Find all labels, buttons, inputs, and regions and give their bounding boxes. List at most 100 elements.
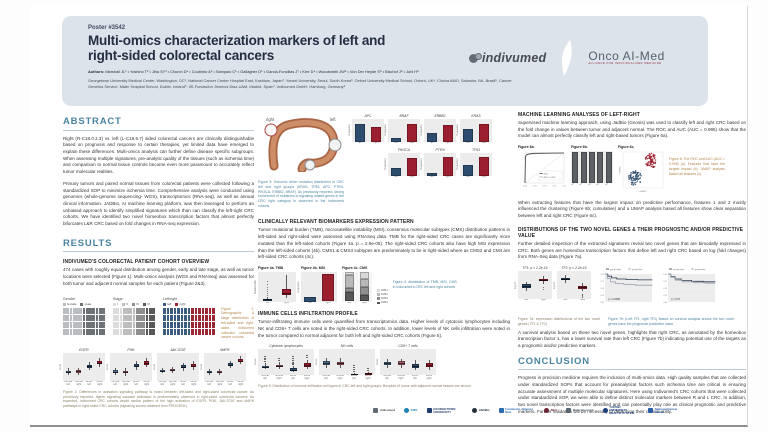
colon-label-right: right [266,117,275,122]
immune-text: Tumor-infiltrating immune cells were qua… [258,319,510,338]
figure4-caption: Figure 4: distribution of TMB, MSI, CMS … [392,280,457,289]
indivumed-logo-icon [469,52,482,64]
svg-text:group=high: group=high [673,268,685,271]
partner-logo-icon [602,408,608,414]
survival-text: A survival analysis based on these two n… [518,329,746,349]
onco-aimed-logo-text: Onco AI-Med [588,48,665,63]
partner-logo-text: NCC [550,408,558,413]
figure1-caption: Figure 1: Demographic & stage distributi… [221,306,254,340]
abstract-paragraph-1: Right (R-C18.0.2.3) vs. left (L-C18.6.7)… [63,135,254,175]
authors-line: Authors: Marshall JL¹ • Yoshino T² • Jih… [88,69,508,74]
svg-text:p = 0.0088: p = 0.0088 [608,298,620,301]
partner-logo-icon [498,408,504,414]
partner-logo-text: Mater Hospital [572,408,594,413]
svg-text:0.50: 0.50 [663,288,667,290]
svg-text:0.75: 0.75 [600,281,604,283]
biomarkers-subheading: CLINICALLY RELEVANT BIOMARKERS EXPRESSIO… [258,219,414,226]
partner-logo-jadbio: JADBio [472,408,490,414]
partner-logo-national-cancer-center: National Cancer Center [648,406,685,414]
colon-callout-left-icon [328,138,342,152]
svg-text:AUC = 0.995: AUC = 0.995 [544,175,557,178]
partner-logo-ncc: NCC [544,408,558,414]
partner-logo-text: GEORGETOWN UNIVERSITY [433,406,456,414]
figure4c-title: Figure 4c. CMS [342,266,368,270]
svg-text:UMAP1: UMAP1 [639,190,647,193]
partner-logo-indivumed: indivumed [373,408,395,414]
svg-text:0.50: 0.50 [600,288,604,290]
partner-logo-icon [373,408,379,414]
abstract-heading: ABSTRACT [63,116,254,131]
figure7b-km-curve-tf1: group=high group=low 1.00 0.75 0.50 0.25 0.00 p… [596,266,654,315]
ml-text: Supervised machine learning approach, us… [518,120,746,139]
svg-text:0.00: 0.00 [600,302,604,304]
novel-genes-subheading: DISTRIBUTIONS OF THE TWO NOVEL GENES & T… [518,226,744,239]
onco-aimed-tagline: ALLIANCE FOR INDIVIDUALIZED MEDICINE [588,62,662,66]
figure6a-title: Figure 6a. [518,145,535,150]
figure2-pathway-boxplots: EGFR score normal left normal right tumor le… [58,347,246,386]
svg-text:0.00: 0.00 [523,185,528,187]
indivumed-logo-text: indivumed [482,51,547,65]
figure6c-umap-scatter: UMAP1 UMAP2 [618,151,664,198]
figure4b-msi-bars: Frequency left right [297,271,337,305]
svg-text:group=low: group=low [695,268,706,271]
ml-subheading: MACHINE LEARNING ANALYSES OF LEFT-RIGHT [518,112,640,118]
results-heading: RESULTS [63,238,254,253]
affiliations: Georgetown University Medical Center, Wa… [88,78,512,89]
colon-label-left: left [330,117,336,122]
svg-text:0.25: 0.25 [663,295,667,297]
partner-logos-row: indivumed AMO GEORGETOWN UNIVERSITY JADBio F… [326,405,732,416]
figure7b-caption: Figure 7b: (Left TF1, right TF2) Based o… [608,316,734,326]
figure5-immune-boxplots: Cytotoxic lymphocytes Score normal left nor… [254,344,510,381]
authors-list: Marshall JL¹ • Yoshino T² • Jiha SY³ • C… [105,68,419,74]
figure4c-cms-stacked-bars: left right CMS1 CMS2 CMS3 CMS4 [342,271,388,304]
colon-diagram: right left [264,117,342,174]
figure4b-title: Figure 4b. MSI [301,266,325,270]
svg-text:1.00: 1.00 [562,185,566,187]
biomarkers-text: Tumor mutational burden (TMB), microsate… [258,227,510,260]
cohort-text: 474 cases with roughly equal distributio… [63,267,254,286]
colon-callout-right-icon [264,123,278,137]
colon-callout-rectum-icon [304,159,316,171]
figure2-caption: Figure 2: Differences in activation sign… [63,389,254,409]
partner-logo-text: National Cancer Center [654,406,678,414]
svg-text:0.25: 0.25 [533,185,538,187]
indivumed-logo: indivumed [469,51,546,65]
figure6-caption: Figure 6: The ROC and AUC (AUC = 0.995) … [669,157,726,176]
figure1-waffle-charts: Gender female male Stage I II III IV Left/right l… [63,297,215,335]
partner-logo-text: YONSEI UNIVERSITY HEALTH SYSTEM [609,405,635,416]
partner-logo-mater-hospital: Mater Hospital [566,408,594,414]
partner-logo-text: Fundación Jiménez Díaz [505,406,533,414]
novel-genes-text: Further detailed inspection of the extra… [518,240,746,260]
header-logos: indivumed Onco AI-Med ALLIANCE FOR INDIV… [469,28,694,88]
svg-text:1.00: 1.00 [600,274,604,276]
svg-text:group=high: group=high [610,268,622,271]
partner-logo-icon [648,408,654,414]
svg-text:0.00: 0.00 [663,302,667,304]
poster-page: Poster #3542 Multi-omics characterizatio… [30,6,748,427]
svg-text:p = 0.27: p = 0.27 [671,298,681,301]
svg-text:0.75: 0.75 [663,281,667,283]
conclusion-heading: CONCLUSION [518,356,746,371]
svg-text:UMAP2: UMAP2 [619,165,622,173]
conclusion-text: Progress in precision medicine requires … [518,375,746,414]
figure3-mutation-bars: APC Frequency left right BRAF Frequency left ri… [348,114,508,179]
partner-logo-georgetown-university: GEORGETOWN UNIVERSITY [426,406,464,414]
figure6b-title: Figure 6b. [571,145,588,150]
figure7a-tf-boxplots: TF1: p < 2.2e-16 log FC left right TF2: p < … [514,266,591,302]
svg-text:0.25: 0.25 [600,295,604,297]
partner-logo-text: JADBio [478,408,490,413]
figure5-caption: Figure 5: Distribution of immune infiltr… [258,384,472,389]
onco-aimed-logo: Onco AI-Med ALLIANCE FOR INDIVIDUALIZED … [588,50,665,66]
authors-label: Authors: [88,68,105,74]
svg-text:1.00: 1.00 [663,274,667,276]
partner-logo-text: indivumed [379,408,395,413]
partner-logo-yonsei-university-health-system: YONSEI UNIVERSITY HEALTH SYSTEM [602,405,640,416]
svg-text:group=low: group=low [632,268,643,271]
figure4a-tmb-boxplot: Mutation/Mb left right [254,271,296,305]
svg-text:0.50: 0.50 [543,185,548,187]
swoosh-divider-icon [562,40,572,76]
partner-logo-text: AMO [410,408,418,413]
partner-logo-amo: AMO [403,408,418,414]
partner-logo-icon [426,408,432,414]
svg-text:ROC: ROC [544,173,549,175]
